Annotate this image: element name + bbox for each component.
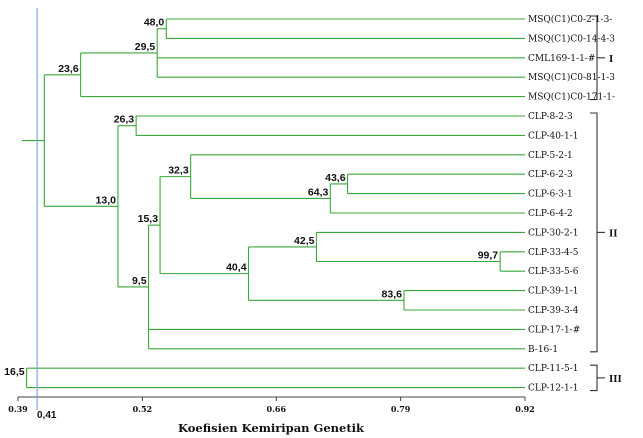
- reference-value-label: 0,41: [37, 410, 57, 421]
- leaf-label: CLP-39-3-4: [528, 306, 579, 316]
- leaf-label: CLP-6-4-2: [528, 209, 573, 219]
- node-similarity-label: 9,5: [132, 275, 147, 287]
- node-similarity-label: 29,5: [135, 41, 156, 53]
- group-label: II: [609, 227, 618, 239]
- x-axis: 0.39 0.52 0.66 0.79 0.92: [8, 396, 535, 414]
- x-axis-title: Koefisien Kemiripan Genetik: [178, 421, 365, 435]
- leaf-label: B-16-1: [528, 345, 558, 355]
- x-tick-label: 0.52: [133, 404, 152, 414]
- leaf-label: CML169-1-1-#: [528, 54, 595, 64]
- leaf-label: CLP-11-5-1: [528, 364, 578, 374]
- leaf-label: CLP-39-1-1: [528, 287, 578, 297]
- node-similarity-label: 64,3: [308, 186, 329, 198]
- group-label: I: [609, 53, 613, 65]
- leaf-label: CLP-5-2-1: [528, 151, 573, 161]
- dendrogram-branches: [22, 18, 525, 389]
- x-tick-label: 0.79: [391, 404, 411, 414]
- node-similarity-label: 26,3: [114, 114, 135, 126]
- group-label: III: [609, 373, 622, 385]
- node-similarity-label: 13,0: [96, 194, 117, 206]
- labels: 48,0 29,5 23,6 26,3 43,6 64,3 32,3 99,7 42,5 83,6…: [4, 14, 615, 394]
- leaf-label: CLP-33-5-6: [528, 267, 579, 277]
- node-similarity-label: 43,6: [325, 172, 346, 184]
- x-tick-label: 0.92: [515, 404, 534, 414]
- x-tick-label: 0.39: [8, 404, 28, 414]
- node-similarity-label: 32,3: [168, 165, 189, 177]
- leaf-label: CLP-30-2-1: [528, 228, 578, 238]
- leaf-label: MSQ(C1)C0-171-1-: [528, 92, 615, 103]
- leaf-label: CLP-6-3-1: [528, 190, 573, 200]
- x-tick-label: 0.66: [267, 404, 287, 414]
- node-similarity-label: 15,3: [138, 213, 159, 225]
- leaf-label: CLP-6-2-3: [528, 170, 573, 180]
- leaf-label: MSQ(C1)C0-2-1-3-: [528, 14, 612, 25]
- node-similarity-label: 42,5: [294, 235, 315, 247]
- leaf-label: MSQ(C1)C0-14-4-3: [528, 33, 615, 44]
- node-similarity-label: 40,4: [226, 262, 247, 274]
- leaf-label: MSQ(C1)C0-81-1-3: [528, 72, 615, 83]
- leaf-label: CLP-40-1-1: [528, 131, 578, 141]
- node-similarity-label: 83,6: [382, 288, 403, 300]
- node-similarity-label: 16,5: [4, 366, 25, 378]
- node-similarity-label: 48,0: [144, 17, 165, 29]
- group-bracket: [590, 364, 598, 392]
- node-similarity-label: 99,7: [478, 250, 499, 262]
- leaf-label: CLP-17-1-#: [528, 325, 580, 335]
- group-bracket: [590, 112, 598, 353]
- leaf-label: CLP-33-4-5: [528, 248, 579, 258]
- leaf-label: CLP-8-2-3: [528, 112, 573, 122]
- node-similarity-label: 23,6: [58, 63, 79, 75]
- leaf-label: CLP-12-1-1: [528, 384, 578, 394]
